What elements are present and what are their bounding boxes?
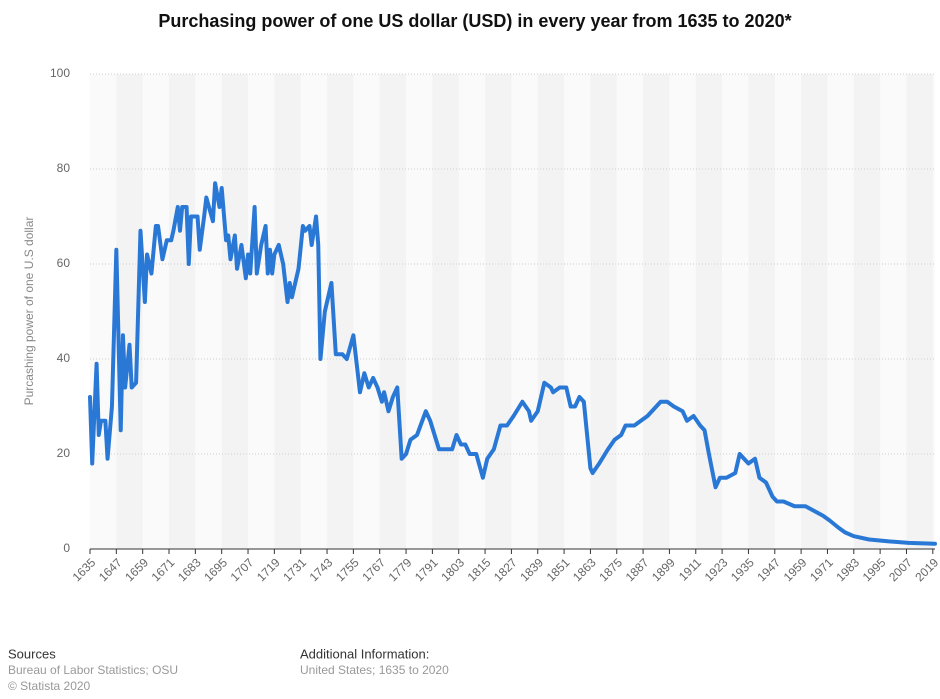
band <box>90 74 117 549</box>
x-tick-label: 1731 <box>280 555 309 584</box>
x-tick-label: 1839 <box>517 555 546 584</box>
x-tick-label: 1647 <box>96 555 125 584</box>
band <box>300 74 328 549</box>
x-tick-label: 1995 <box>860 555 889 584</box>
band <box>932 74 935 549</box>
x-tick-label: 1875 <box>596 555 625 584</box>
band <box>142 74 170 549</box>
x-tick-label: 1635 <box>70 555 99 584</box>
x-tick-label: 1767 <box>359 555 388 584</box>
band <box>774 74 802 549</box>
x-tick-label: 1863 <box>570 555 599 584</box>
x-tick-label: 1947 <box>754 555 783 584</box>
band <box>880 74 907 549</box>
x-tick-label: 1695 <box>201 555 230 584</box>
x-tick-label: 1923 <box>702 555 731 584</box>
sources: Bureau of Labor Statistics; OSU <box>8 663 178 677</box>
x-tick-label: 1851 <box>544 555 573 584</box>
x-tick-label: 1959 <box>781 555 810 584</box>
chart-title: Purchasing power of one US dollar (USD) … <box>158 11 791 31</box>
copyright: © Statista 2020 <box>8 679 91 693</box>
x-tick-label: 1887 <box>623 555 652 584</box>
x-tick-label: 1815 <box>465 555 494 584</box>
x-tick-label: 1827 <box>491 555 520 584</box>
x-tick-label: 1755 <box>333 555 362 584</box>
x-tick-label: 2007 <box>886 555 915 584</box>
y-tick-label: 0 <box>63 541 70 555</box>
x-tick-label: 1659 <box>122 555 151 584</box>
band <box>195 74 222 549</box>
band <box>827 74 854 549</box>
x-tick-label: 1719 <box>254 555 283 584</box>
x-tick-label: 1707 <box>228 555 257 584</box>
y-axis-label: Purcashing power of one U.S dollar <box>22 217 36 406</box>
x-tick-label: 1779 <box>386 555 415 584</box>
band <box>511 74 538 549</box>
x-tick-label: 1791 <box>412 555 441 584</box>
y-tick-label: 60 <box>57 256 71 270</box>
band <box>669 74 696 549</box>
band <box>248 74 275 549</box>
y-tick-label: 40 <box>57 351 71 365</box>
x-tick-label: 1911 <box>676 555 704 583</box>
info: United States; 1635 to 2020 <box>300 663 449 677</box>
x-tick-label: 1971 <box>807 555 836 584</box>
x-tick-label: 1899 <box>649 555 678 584</box>
y-tick-label: 100 <box>50 66 70 80</box>
band <box>406 74 433 549</box>
x-tick-label: 2019 <box>912 555 940 584</box>
x-tick-label: 1983 <box>833 555 862 584</box>
band <box>564 74 591 549</box>
y-tick-label: 20 <box>57 446 71 460</box>
x-tick-label: 1671 <box>149 555 178 584</box>
y-tick-label: 80 <box>57 161 71 175</box>
x-tick-label: 1683 <box>175 555 204 584</box>
band <box>353 74 380 549</box>
band <box>616 74 644 549</box>
x-tick-label: 1935 <box>728 555 757 584</box>
line <box>88 181 937 546</box>
x-tick-label: 1743 <box>307 555 336 584</box>
info-title: Additional Information: <box>300 646 429 661</box>
x-tick-label: 1803 <box>438 555 467 584</box>
sources-title: Sources <box>8 646 56 661</box>
